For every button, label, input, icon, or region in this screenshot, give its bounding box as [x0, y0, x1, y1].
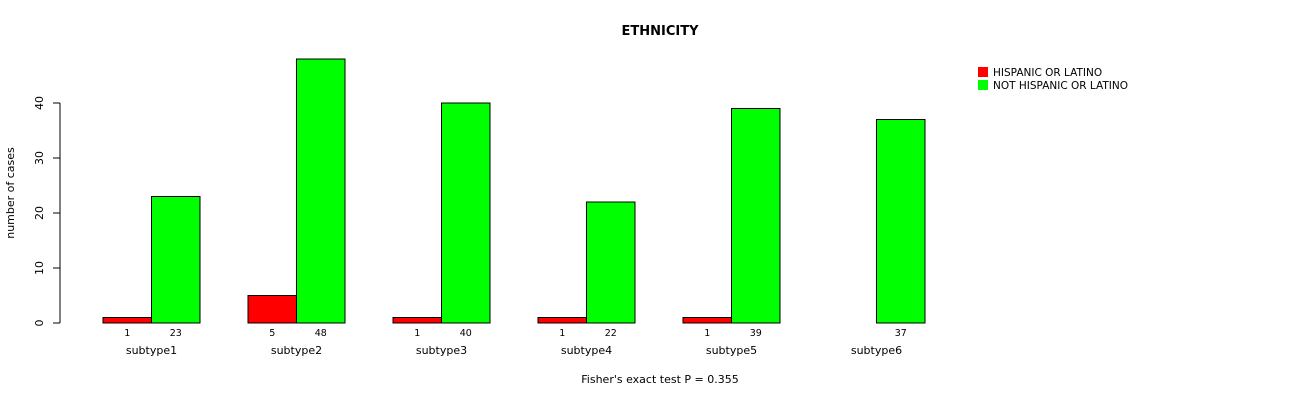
- legend-swatch-0: [978, 67, 988, 77]
- y-tick-label: 10: [33, 261, 46, 275]
- bar-subtype4-series-1: [586, 201, 636, 324]
- bar-count-label: 40: [460, 328, 472, 339]
- category-label-subtype2: subtype2: [271, 344, 322, 357]
- bar-count-label: 37: [895, 328, 907, 339]
- bar-count-label: 39: [750, 328, 762, 339]
- legend-label-0: HISPANIC OR LATINO: [993, 67, 1102, 79]
- bar-subtype1-series-1: [151, 196, 201, 324]
- chart-title: ETHNICITY: [621, 24, 699, 39]
- legend-swatch-1: [978, 80, 988, 90]
- bar-subtype5-series-0: [682, 317, 732, 324]
- bar-subtype1-series-0: [102, 317, 152, 324]
- y-tick-label: 40: [33, 96, 46, 110]
- bar-subtype5-series-1: [731, 108, 781, 324]
- bar-count-label: 22: [605, 328, 617, 339]
- bar-subtype4-series-0: [537, 317, 587, 324]
- bar-count-label: 1: [559, 328, 565, 339]
- bars-group: 1 23 subtype1 5 48 subtype2 1 40 subtype3 1 22 subt…: [102, 58, 926, 357]
- category-label-subtype4: subtype4: [561, 344, 612, 357]
- legend-label-1: NOT HISPANIC OR LATINO: [993, 80, 1128, 92]
- category-label-subtype6: subtype6: [851, 344, 902, 357]
- fisher-test-footnote: Fisher's exact test P = 0.355: [581, 373, 738, 386]
- bar-subtype2-series-0: [247, 295, 297, 324]
- category-label-subtype1: subtype1: [126, 344, 177, 357]
- bar-subtype3-series-1: [441, 102, 491, 324]
- bar-count-label: 1: [124, 328, 130, 339]
- bar-count-label: 5: [269, 328, 275, 339]
- category-label-subtype5: subtype5: [706, 344, 757, 357]
- bar-count-label: 1: [414, 328, 420, 339]
- bar-subtype2-series-1: [296, 58, 346, 324]
- bar-subtype6-series-1: [876, 119, 926, 324]
- y-axis-label: number of cases: [4, 147, 17, 239]
- bar-count-label: 23: [170, 328, 182, 339]
- category-label-subtype3: subtype3: [416, 344, 467, 357]
- bar-count-label: 1: [704, 328, 710, 339]
- bar-subtype3-series-0: [392, 317, 442, 324]
- y-axis: 0 10 20 30 40: [33, 96, 61, 327]
- bar-count-label: 48: [315, 328, 327, 339]
- y-tick-label: 30: [33, 151, 46, 165]
- y-tick-label: 20: [33, 206, 46, 220]
- y-tick-label: 0: [33, 320, 46, 327]
